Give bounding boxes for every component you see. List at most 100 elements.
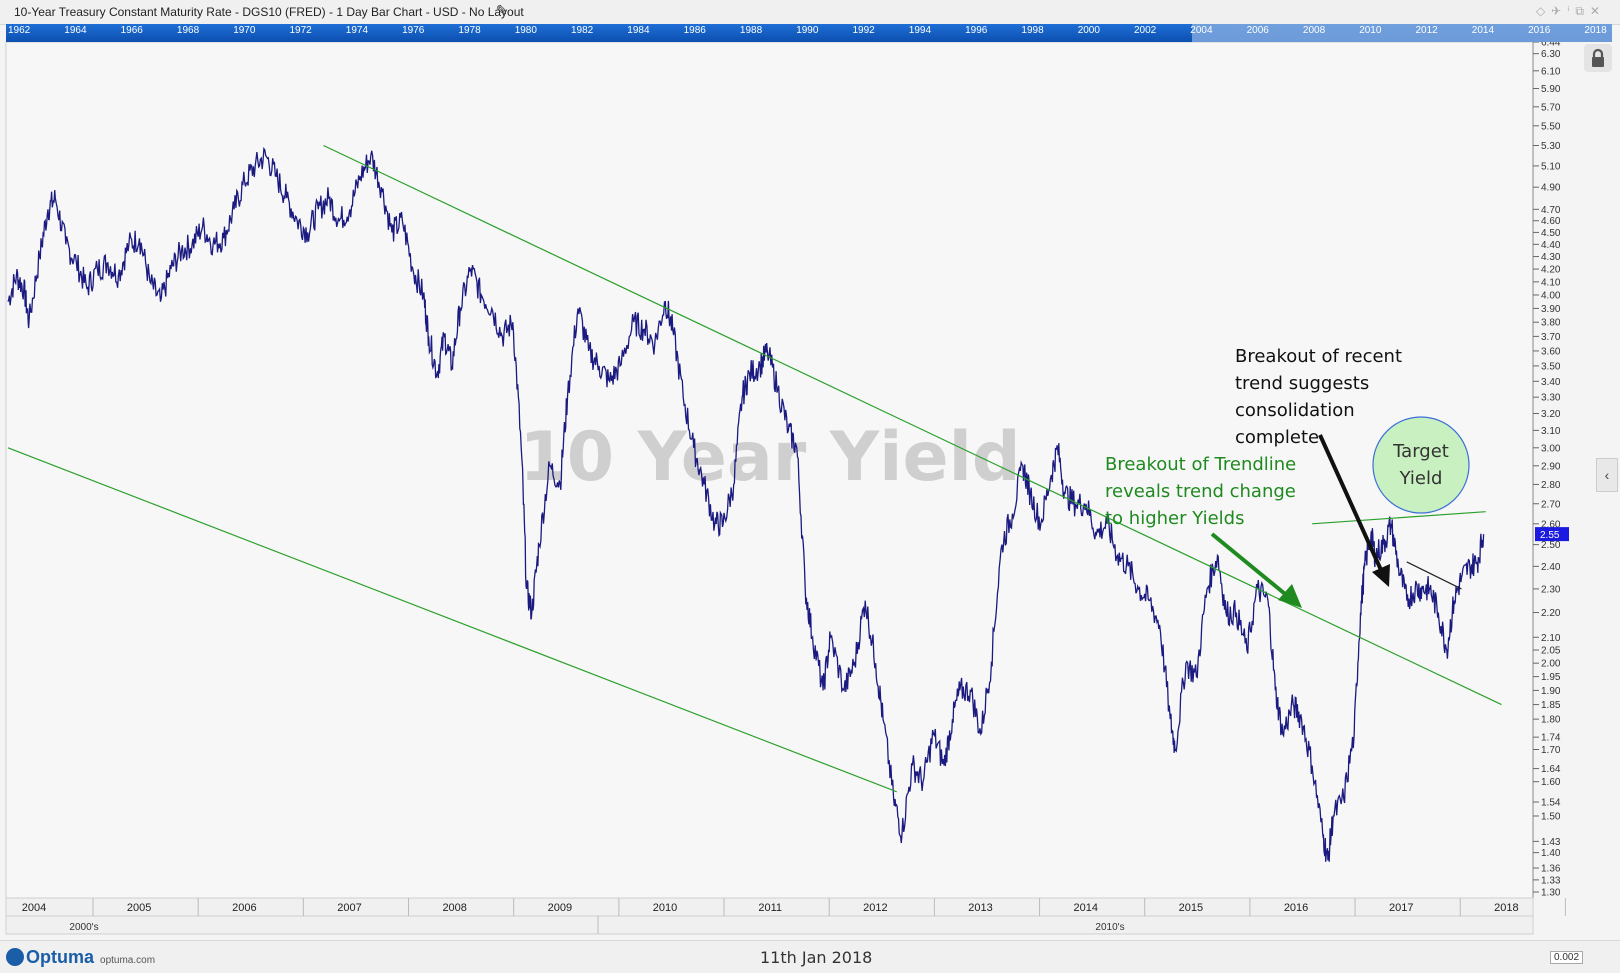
timeline-year-2010: 2010 <box>1359 25 1382 36</box>
timeline-year-1972: 1972 <box>289 25 312 36</box>
y-tick-label: 2.60 <box>1541 519 1561 530</box>
optuma-logo: Optuma optuma.com <box>6 947 155 968</box>
last-value-tag <box>1535 527 1569 542</box>
timeline-year-1988: 1988 <box>739 25 763 36</box>
y-tick-label: 2.05 <box>1541 646 1561 657</box>
timeline-year-1980: 1980 <box>514 25 537 36</box>
y-tick-label: 4.00 <box>1541 290 1561 301</box>
y-tick-label: 1.33 <box>1541 875 1561 886</box>
y-tick-label: 3.40 <box>1541 377 1561 388</box>
timeline-year-1974: 1974 <box>345 25 369 36</box>
timeline-year-1978: 1978 <box>458 25 481 36</box>
y-tick-label: 4.20 <box>1541 265 1561 276</box>
yield-chart[interactable]: 10 Year Yield 1.30 1.331.36 1.401.43 1.50 1.5… <box>0 42 1620 940</box>
y-tick-label: 2.80 <box>1541 480 1561 491</box>
timeline-selection[interactable] <box>1192 24 1612 42</box>
timeline-year-2018: 2018 <box>1584 25 1607 36</box>
y-tick-label: 3.20 <box>1541 409 1561 420</box>
y-tick-label: 1.70 <box>1541 745 1561 756</box>
timeline-year-1992: 1992 <box>852 25 875 36</box>
timeline-year-2002: 2002 <box>1134 25 1157 36</box>
zoom-field[interactable]: 0.002 <box>1550 951 1584 964</box>
y-tick-label: 3.00 <box>1541 443 1561 454</box>
y-tick-label: 5.10 <box>1541 161 1561 172</box>
y-tick-label: 1.54 <box>1541 798 1561 809</box>
y-tick-label: 3.70 <box>1541 332 1561 343</box>
y-tick-label: 1.80 <box>1541 715 1561 726</box>
timeline-navigator[interactable]: 1962 1964 1966 1968 1970 1972 1974 1976 1978 1980… <box>6 24 1612 42</box>
x-tick-label: 2012 <box>863 902 887 914</box>
timeline-year-2000: 2000 <box>1077 25 1100 36</box>
trendline-2 <box>7 447 897 793</box>
y-tick-label: 5.50 <box>1541 121 1561 132</box>
panel-collapse-icon[interactable]: ‹ <box>1596 458 1618 492</box>
timeline-year-1998: 1998 <box>1021 25 1044 36</box>
timeline-year-1964: 1964 <box>64 25 87 36</box>
decade-label: 2000's <box>69 922 98 933</box>
timeline-year-2014: 2014 <box>1471 25 1495 36</box>
y-tick-label: 3.30 <box>1541 393 1561 404</box>
x-tick-label: 2008 <box>442 902 466 914</box>
y-tick-label: 4.30 <box>1541 252 1561 263</box>
last-value-label: 2.55 <box>1540 530 1560 541</box>
y-tick-label: 3.60 <box>1541 346 1561 357</box>
y-tick-label: 6.10 <box>1541 66 1561 77</box>
y-axis-strip <box>1533 42 1583 898</box>
timeline-year-1986: 1986 <box>683 25 706 36</box>
timeline-year-2008: 2008 <box>1302 25 1326 36</box>
status-bar: Optuma optuma.com 11th Jan 2018 0.002 <box>0 940 1620 973</box>
timeline-year-1994: 1994 <box>908 25 932 36</box>
y-tick-label: 3.50 <box>1541 361 1561 372</box>
current-date: 11th Jan 2018 <box>760 948 873 967</box>
y-tick-label: 4.10 <box>1541 277 1561 288</box>
timeline-year-2006: 2006 <box>1246 25 1269 36</box>
y-tick-label: 1.95 <box>1541 672 1561 683</box>
x-tick-label: 2005 <box>127 902 151 914</box>
y-tick-label: 1.60 <box>1541 777 1561 788</box>
watermark-text: 10 Year Yield <box>519 418 1020 497</box>
y-tick-label: 2.30 <box>1541 584 1561 595</box>
timeline-year-1966: 1966 <box>120 25 143 36</box>
y-tick-label: 1.36 <box>1541 864 1561 875</box>
y-tick-label: 5.90 <box>1541 84 1561 95</box>
target-yield-label: Target Yield <box>1392 441 1449 489</box>
y-tick-label: 1.40 <box>1541 848 1561 859</box>
decade-band <box>5 915 1534 935</box>
green-arrow-shaft <box>1210 532 1292 600</box>
lock-icon[interactable] <box>1584 44 1612 72</box>
timeline-year-1990: 1990 <box>796 25 819 36</box>
y-tick-label: 2.10 <box>1541 633 1561 644</box>
green-arrow-head <box>1278 584 1302 608</box>
y-tick-label: 2.20 <box>1541 608 1561 619</box>
pencil-icon[interactable]: ✎ <box>496 2 508 18</box>
y-tick-label: 4.40 <box>1541 240 1561 251</box>
timeline-year-1976: 1976 <box>402 25 425 36</box>
timeline-year-2004: 2004 <box>1190 25 1213 36</box>
window-controls[interactable]: ◇✈ⁱ⧉✕ <box>1535 4 1606 18</box>
x-tick-label: 2013 <box>968 902 992 914</box>
y-tick-label: 4.90 <box>1541 183 1561 194</box>
y-tick-label: 1.90 <box>1541 686 1561 697</box>
x-tick-label: 2017 <box>1389 902 1413 914</box>
y-tick-label: 2.50 <box>1541 540 1561 551</box>
y-tick-label: 4.70 <box>1541 205 1561 216</box>
timeline-year-1984: 1984 <box>627 25 650 36</box>
y-tick-label: 3.90 <box>1541 304 1561 315</box>
trendline-3 <box>1312 511 1486 525</box>
trendline-1 <box>323 144 1502 706</box>
y-tick-label: 5.70 <box>1541 102 1561 113</box>
chart-title: 10-Year Treasury Constant Maturity Rate … <box>14 5 524 19</box>
y-tick-label: 2.90 <box>1541 461 1561 472</box>
x-tick-label: 2018 <box>1494 902 1518 914</box>
timeline-year-1970: 1970 <box>233 25 256 36</box>
x-tick-label: 2015 <box>1179 902 1203 914</box>
x-tick-label: 2004 <box>22 902 46 914</box>
black-arrow-shaft <box>1318 434 1383 571</box>
target-yield-circle <box>1372 416 1470 514</box>
x-tick-label: 2014 <box>1073 902 1097 914</box>
y-tick-label: 2.70 <box>1541 499 1561 510</box>
x-tick-label: 2010 <box>653 902 677 914</box>
timeline-year-2016: 2016 <box>1528 25 1551 36</box>
yield-series-line <box>7 146 1485 862</box>
y-tick-label: 4.60 <box>1541 216 1561 227</box>
